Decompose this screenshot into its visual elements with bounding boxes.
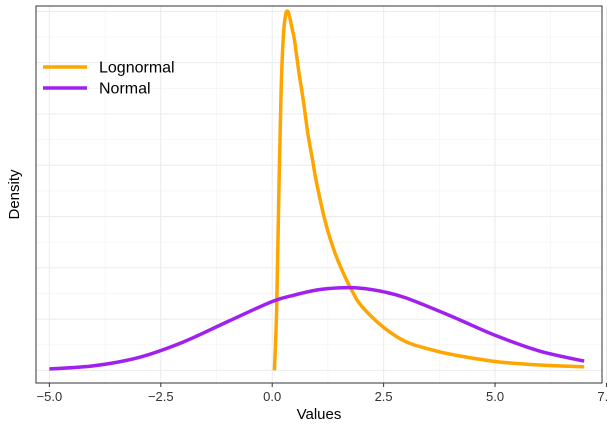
legend-label-normal: Normal (99, 81, 151, 98)
series-lines (49, 9, 585, 371)
series-line-normal (49, 285, 585, 371)
x-tick-label: −2.5 (148, 389, 174, 404)
x-tick-label: 7.5 (597, 389, 607, 404)
series-line-lognormal (272, 9, 585, 371)
x-tick-label: 0.0 (263, 389, 281, 404)
x-tick-label: 5.0 (486, 389, 504, 404)
panel-border (35, 5, 603, 384)
x-axis-title: Values (297, 406, 342, 423)
x-axis: −5.0 −2.5 0.0 2.5 5.0 7.5 (37, 383, 607, 404)
x-tick-label: −5.0 (37, 389, 63, 404)
legend: Lognormal Normal (43, 60, 175, 98)
x-tick-label: 2.5 (375, 389, 393, 404)
y-axis-title: Density (6, 169, 23, 220)
legend-label-lognormal: Lognormal (99, 60, 175, 77)
